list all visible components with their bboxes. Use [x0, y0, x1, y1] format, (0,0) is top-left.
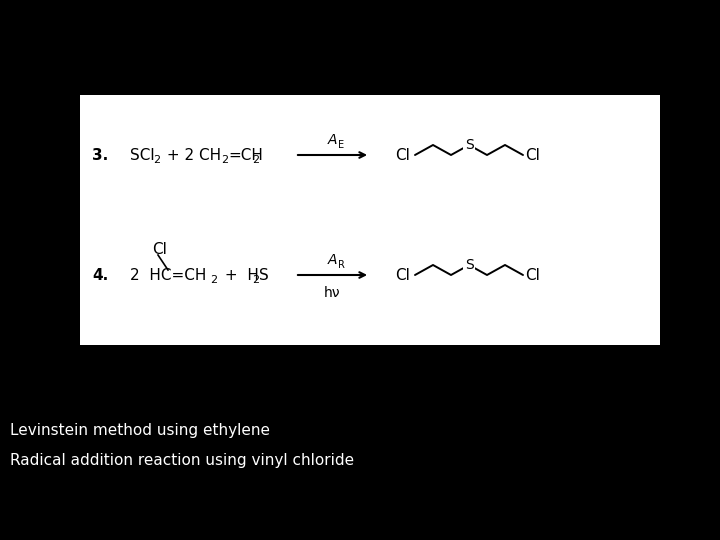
- Text: Cl: Cl: [395, 147, 410, 163]
- Text: Radical addition reaction using vinyl chloride: Radical addition reaction using vinyl ch…: [10, 453, 354, 468]
- Text: Cl: Cl: [525, 267, 540, 282]
- Text: R: R: [338, 260, 344, 270]
- Text: +  H: + H: [220, 267, 259, 282]
- Text: 2: 2: [153, 155, 160, 165]
- Text: A: A: [328, 253, 337, 267]
- Text: 2: 2: [221, 155, 228, 165]
- Text: 2: 2: [252, 275, 259, 285]
- Text: Cl: Cl: [152, 242, 167, 258]
- Bar: [80, 95, 660, 345]
- Text: Levinstein method using ethylene: Levinstein method using ethylene: [10, 422, 270, 437]
- Text: 2: 2: [252, 155, 259, 165]
- Text: Cl: Cl: [525, 147, 540, 163]
- Text: SCl: SCl: [130, 147, 155, 163]
- Text: Cl: Cl: [395, 267, 410, 282]
- Text: S: S: [464, 138, 473, 152]
- Text: 2: 2: [210, 275, 217, 285]
- Text: E: E: [338, 140, 344, 150]
- Text: S: S: [259, 267, 269, 282]
- Text: A: A: [328, 133, 337, 147]
- Text: + 2 CH: + 2 CH: [162, 147, 221, 163]
- Text: 3.: 3.: [92, 147, 108, 163]
- Text: =CH: =CH: [228, 147, 263, 163]
- Text: hν: hν: [324, 286, 341, 300]
- Text: 2  HC=CH: 2 HC=CH: [130, 267, 207, 282]
- Text: S: S: [464, 258, 473, 272]
- Text: 4.: 4.: [92, 267, 108, 282]
